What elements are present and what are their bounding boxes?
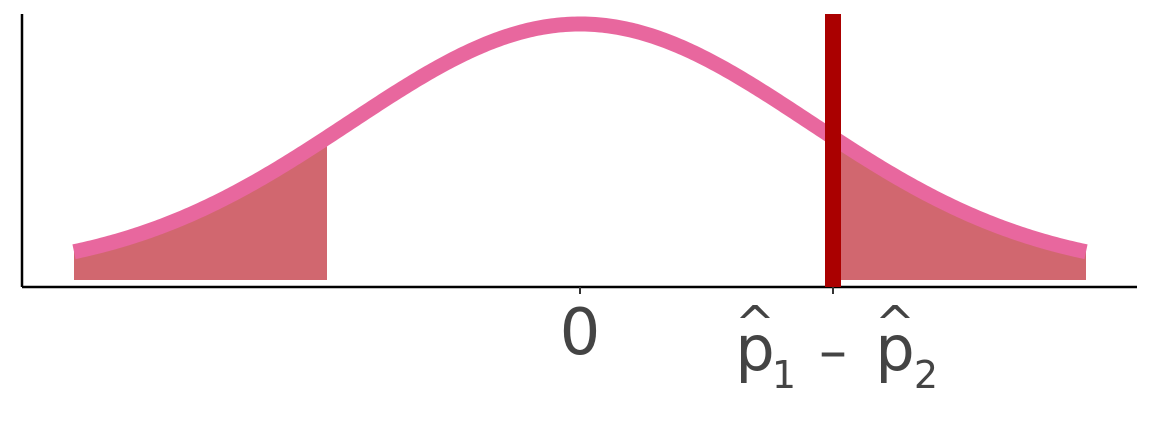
x-ticks: 0 p^1– p^2 bbox=[560, 287, 938, 397]
tail-area-right bbox=[833, 137, 1086, 280]
x-tick-label-0: 0 bbox=[560, 296, 601, 370]
x-tick-label-sub2: 2 bbox=[914, 353, 938, 397]
x-tick-label-p2: p bbox=[875, 312, 914, 385]
x-tick-label-p1: p bbox=[735, 312, 774, 385]
tail-area-left bbox=[74, 137, 327, 280]
hat-icon: ^ bbox=[735, 296, 775, 352]
hat-icon: ^ bbox=[875, 296, 915, 352]
x-tick-label-sub1: 1 bbox=[772, 353, 796, 397]
normal-density-curve bbox=[69, 16, 1091, 260]
tail-shading bbox=[74, 137, 1086, 280]
x-tick-label-minus: – bbox=[819, 319, 847, 384]
